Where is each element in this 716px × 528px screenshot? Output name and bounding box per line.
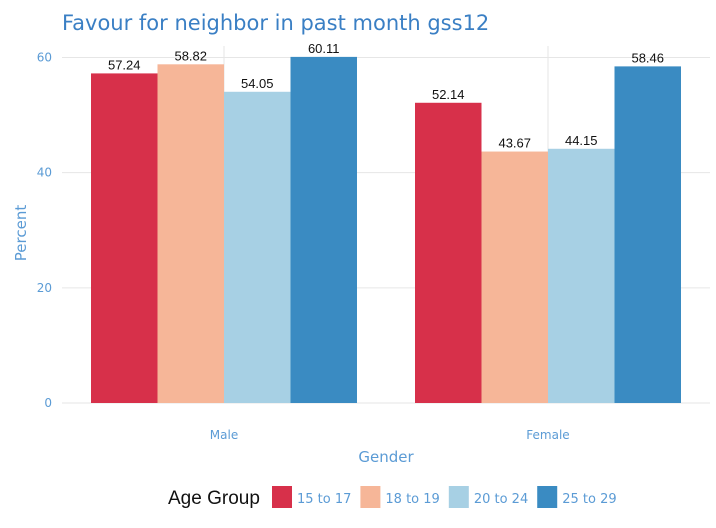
bar bbox=[224, 91, 291, 403]
bar bbox=[548, 148, 615, 403]
bars bbox=[91, 56, 681, 404]
data-label: 58.82 bbox=[174, 48, 207, 63]
y-tick-label: 40 bbox=[37, 166, 52, 180]
chart-title: Favour for neighbor in past month gss12 bbox=[62, 11, 489, 35]
bar bbox=[415, 102, 482, 404]
x-axis-label: Gender bbox=[358, 448, 414, 466]
legend-key bbox=[272, 486, 292, 508]
data-label: 57.24 bbox=[108, 57, 141, 72]
bar bbox=[91, 73, 158, 403]
y-tick-label: 20 bbox=[37, 281, 52, 295]
legend-title: Age Group bbox=[168, 488, 260, 509]
legend-key bbox=[448, 486, 469, 508]
data-label: 54.05 bbox=[241, 76, 274, 91]
data-label: 58.46 bbox=[631, 50, 664, 65]
x-tick-label: Male bbox=[210, 428, 238, 442]
legend-label: 18 to 19 bbox=[385, 492, 439, 507]
data-label: 43.67 bbox=[498, 136, 531, 151]
data-label: 60.11 bbox=[308, 41, 340, 56]
legend-label: 25 to 29 bbox=[562, 492, 616, 507]
x-axis-ticks: Male Female bbox=[210, 428, 570, 442]
x-tick-label: Female bbox=[526, 428, 569, 442]
legend-label: 15 to 17 bbox=[297, 492, 351, 507]
y-tick-label: 60 bbox=[37, 51, 52, 65]
data-label: 52.14 bbox=[432, 87, 465, 102]
y-tick-label: 0 bbox=[44, 396, 52, 410]
data-label: 44.15 bbox=[565, 133, 598, 148]
legend: Age Group 15 to 17 18 to 19 20 to 24 25 to … bbox=[168, 486, 617, 509]
bar bbox=[481, 151, 548, 403]
y-axis-label: Percent bbox=[12, 205, 30, 262]
legend-label: 20 to 24 bbox=[474, 492, 528, 507]
bar bbox=[614, 66, 681, 403]
data-labels: 57.24 58.82 54.05 60.11 52.14 43.67 44.15 58.46 bbox=[108, 41, 664, 151]
y-axis-ticks: 0 20 40 60 bbox=[37, 51, 52, 410]
bar bbox=[290, 56, 357, 403]
bar bbox=[157, 64, 224, 404]
legend-key bbox=[537, 486, 558, 508]
legend-key bbox=[360, 486, 381, 508]
